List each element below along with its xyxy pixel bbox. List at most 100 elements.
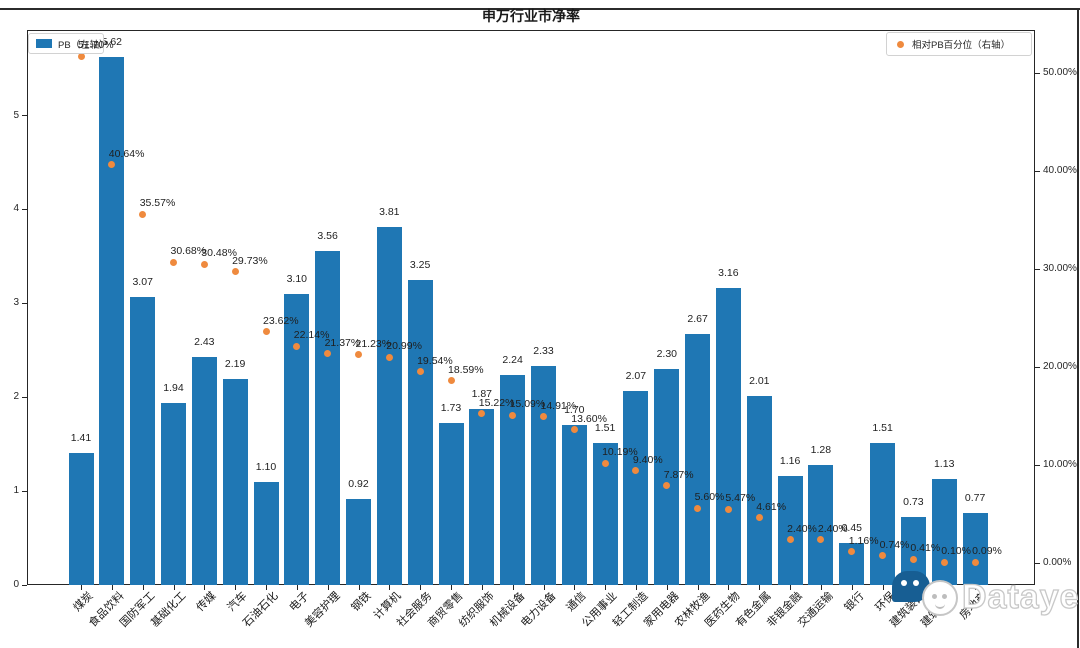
bar-value-label: 1.13 bbox=[933, 457, 955, 470]
x-axis-tick bbox=[451, 585, 452, 590]
x-axis-tick bbox=[820, 585, 822, 590]
pct-value-label: 1.16% bbox=[848, 534, 879, 547]
bar bbox=[685, 334, 711, 585]
y-axis-tick-label: 1 bbox=[13, 485, 19, 497]
scatter-dot bbox=[755, 514, 763, 522]
scatter-dot bbox=[77, 52, 85, 60]
x-axis-tick bbox=[635, 585, 637, 590]
bar-value-label: 3.16 bbox=[718, 267, 739, 280]
bar bbox=[222, 379, 248, 585]
bar-value-label: 3.25 bbox=[409, 258, 431, 271]
y-axis-tick-label: 4 bbox=[13, 203, 19, 215]
datayes-face-icon bbox=[922, 580, 958, 616]
pct-legend-label: 相对PB百分位（右轴） bbox=[912, 40, 1011, 51]
pct-value-label: 0.74% bbox=[879, 538, 910, 551]
scatter-dot bbox=[663, 482, 671, 490]
bar-value-label: 1.28 bbox=[810, 443, 832, 456]
bar bbox=[623, 390, 649, 585]
bar-value-label: 5.62 bbox=[101, 36, 123, 49]
legend-pct: 相对PB百分位（右轴） bbox=[886, 32, 1032, 56]
scatter-dot bbox=[139, 210, 147, 218]
pct-value-label: 14.91% bbox=[540, 399, 577, 412]
scatter-dot bbox=[293, 342, 301, 350]
x-axis-tick bbox=[543, 585, 545, 590]
scatter-dot bbox=[509, 411, 517, 419]
bar-value-label: 1.16 bbox=[779, 455, 801, 468]
bar bbox=[130, 296, 156, 585]
bar bbox=[962, 512, 988, 585]
pct-value-label: 18.59% bbox=[448, 363, 484, 376]
pct-value-label: 51.70% bbox=[78, 39, 114, 52]
x-axis-label: 银行 bbox=[842, 590, 867, 615]
watermark-text: Datayes bbox=[961, 577, 1080, 616]
x-axis-label: 汽车 bbox=[225, 590, 250, 615]
y-axis-tick-label: 2 bbox=[13, 391, 19, 403]
bar-value-label: 1.94 bbox=[163, 381, 184, 394]
scatter-dot bbox=[447, 377, 455, 385]
pct-value-label: 5.60% bbox=[694, 491, 725, 504]
x-axis-label: 钢铁 bbox=[348, 590, 373, 615]
scatter-dot bbox=[694, 504, 702, 512]
window-right-border bbox=[1077, 8, 1079, 648]
bar bbox=[284, 293, 310, 585]
bar-value-label: 1.41 bbox=[70, 431, 92, 444]
pct-value-label: 29.73% bbox=[232, 254, 268, 267]
x-axis-tick bbox=[81, 585, 82, 590]
x-axis-tick bbox=[975, 585, 977, 590]
bar-value-label: 2.07 bbox=[625, 369, 647, 382]
bar bbox=[592, 443, 618, 585]
x-axis-tick bbox=[327, 585, 329, 590]
right-axis-tick-label: 30.00% bbox=[1043, 263, 1077, 274]
scatter-dot bbox=[632, 467, 640, 475]
bar bbox=[253, 481, 279, 585]
bar-value-label: 2.43 bbox=[194, 335, 215, 348]
x-axis-tick bbox=[173, 585, 175, 590]
scatter-dot bbox=[170, 258, 177, 266]
bar-value-label: 0.77 bbox=[964, 491, 986, 504]
y-axis-tick-label: 3 bbox=[13, 297, 19, 309]
right-axis-tick-label: 40.00% bbox=[1043, 165, 1077, 176]
x-axis-tick bbox=[142, 585, 144, 590]
bar-value-label: 2.19 bbox=[224, 358, 246, 371]
bar-value-label: 3.56 bbox=[317, 229, 338, 242]
pct-value-label: 4.61% bbox=[756, 500, 787, 513]
scatter-dot bbox=[786, 536, 794, 543]
scatter-dot bbox=[940, 558, 948, 566]
bar-value-label: 2.30 bbox=[656, 348, 678, 360]
scatter-dot bbox=[108, 161, 116, 169]
pb-legend-label: PB（左轴） bbox=[58, 39, 104, 51]
right-axis-tick bbox=[1035, 72, 1040, 74]
x-axis-tick bbox=[790, 585, 792, 590]
bar bbox=[68, 452, 94, 585]
bar bbox=[777, 476, 803, 585]
pct-value-label: 2.40% bbox=[787, 522, 817, 535]
bar-value-label: 3.10 bbox=[286, 272, 308, 285]
scatter-dot bbox=[478, 410, 486, 418]
scatter-dot bbox=[724, 505, 732, 513]
scatter-dot bbox=[540, 413, 547, 421]
right-axis-tick bbox=[1035, 268, 1040, 270]
bar bbox=[500, 374, 526, 585]
pct-value-label: 0.10% bbox=[941, 545, 971, 557]
pct-value-label: 9.40% bbox=[632, 453, 663, 466]
x-axis-tick bbox=[358, 585, 360, 590]
bar-value-label: 1.10 bbox=[255, 460, 277, 473]
x-axis-label: 电子 bbox=[287, 590, 312, 615]
legend-pb: PB（左轴） bbox=[28, 33, 104, 54]
x-axis-tick bbox=[389, 585, 391, 590]
y-axis-tick bbox=[22, 396, 27, 398]
scatter-dot bbox=[324, 350, 332, 358]
bar bbox=[931, 478, 957, 585]
bar-value-label: 1.70 bbox=[564, 404, 585, 417]
x-axis-tick bbox=[204, 585, 206, 590]
pct-value-label: 0.41% bbox=[910, 542, 941, 554]
x-axis-tick bbox=[851, 585, 853, 590]
pct-value-label: 35.57% bbox=[139, 197, 176, 210]
scatter-dot bbox=[879, 552, 887, 560]
bar bbox=[376, 227, 402, 585]
scatter-dot bbox=[817, 536, 825, 543]
bar-value-label: 2.01 bbox=[749, 375, 770, 388]
x-axis-tick bbox=[759, 585, 761, 590]
